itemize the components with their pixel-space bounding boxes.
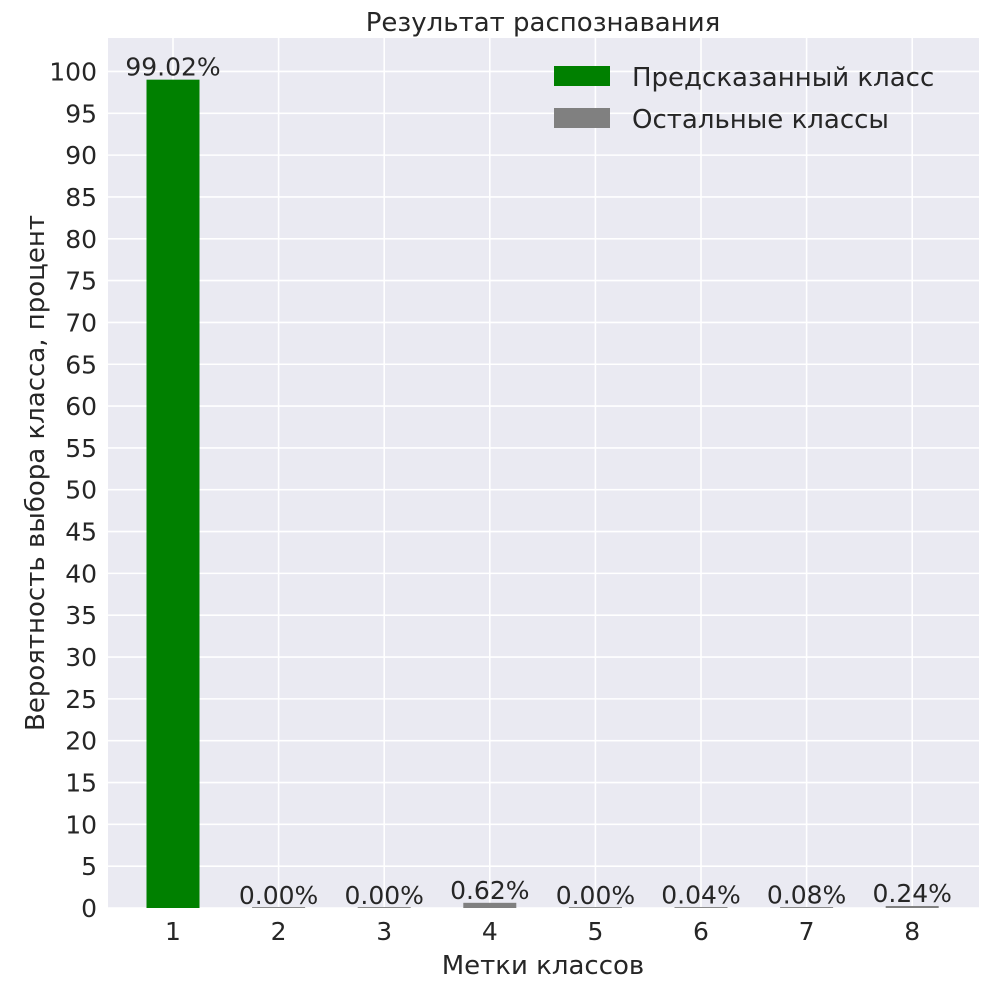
bar-class-4	[463, 902, 517, 908]
x-tick-label: 4	[482, 917, 498, 946]
bar-class-1	[146, 79, 200, 909]
y-tick-label: 60	[65, 392, 97, 421]
bar-class-2	[252, 907, 306, 908]
y-tick-label: 15	[65, 769, 97, 798]
y-tick-label: 25	[65, 685, 97, 714]
x-tick-label: 3	[376, 917, 392, 946]
y-tick-label: 40	[65, 559, 97, 588]
x-axis-ticks: 1 2 3 4 5 6 7 8	[165, 917, 920, 946]
y-tick-label: 65	[65, 350, 97, 379]
x-tick-label: 1	[165, 917, 181, 946]
bar-class-6	[674, 907, 728, 908]
data-labels: 99.02% 0.00% 0.00% 0.62% 0.00% 0.04% 0.08% 0.24…	[125, 53, 952, 910]
legend: Предсказанный класс Остальные классы	[554, 63, 934, 135]
y-tick-label: 90	[65, 141, 97, 170]
legend-swatch-others	[554, 108, 610, 128]
y-tick-label: 10	[65, 810, 97, 839]
bar-value-label: 0.00%	[556, 881, 635, 910]
bar-class-7	[780, 907, 834, 908]
x-tick-label: 7	[799, 917, 815, 946]
y-tick-label: 85	[65, 183, 97, 212]
legend-label-others: Остальные классы	[632, 105, 889, 135]
bar-class-3	[357, 907, 411, 908]
y-tick-label: 75	[65, 267, 97, 296]
legend-swatch-predicted	[554, 66, 610, 86]
y-tick-label: 20	[65, 727, 97, 756]
y-tick-label: 70	[65, 308, 97, 337]
legend-label-predicted: Предсказанный класс	[632, 63, 934, 93]
bar-value-label: 0.24%	[872, 879, 951, 908]
bars	[146, 79, 939, 909]
y-tick-label: 95	[65, 99, 97, 128]
y-axis-title: Вероятность выбора класса, процент	[21, 215, 51, 731]
y-axis-ticks: 0 5 10 15 20 25 30 35 40 45 50 55 60 65 70 75 80 85 90 95 10…	[49, 57, 97, 923]
bar-class-5	[568, 907, 622, 908]
y-tick-label: 50	[65, 476, 97, 505]
x-tick-label: 6	[693, 917, 709, 946]
x-tick-label: 5	[587, 917, 603, 946]
y-tick-label: 0	[81, 894, 97, 923]
bar-value-label: 99.02%	[125, 53, 220, 82]
bar-value-label: 0.00%	[344, 881, 423, 910]
grid	[108, 38, 979, 909]
y-tick-label: 30	[65, 643, 97, 672]
bar-class-8	[885, 905, 939, 908]
y-tick-label: 45	[65, 518, 97, 547]
y-tick-label: 5	[81, 852, 97, 881]
x-tick-label: 2	[271, 917, 287, 946]
y-tick-label: 100	[49, 57, 97, 86]
bar-value-label: 0.62%	[450, 876, 529, 905]
plot-background	[108, 38, 979, 908]
bar-value-label: 0.08%	[767, 880, 846, 909]
bar-value-label: 0.00%	[239, 881, 318, 910]
y-tick-label: 35	[65, 601, 97, 630]
y-tick-label: 80	[65, 225, 97, 254]
x-axis-title: Метки классов	[442, 951, 645, 981]
x-tick-label: 8	[904, 917, 920, 946]
y-tick-label: 55	[65, 434, 97, 463]
chart-title: Результат распознавания	[366, 8, 721, 38]
bar-value-label: 0.04%	[661, 881, 740, 910]
